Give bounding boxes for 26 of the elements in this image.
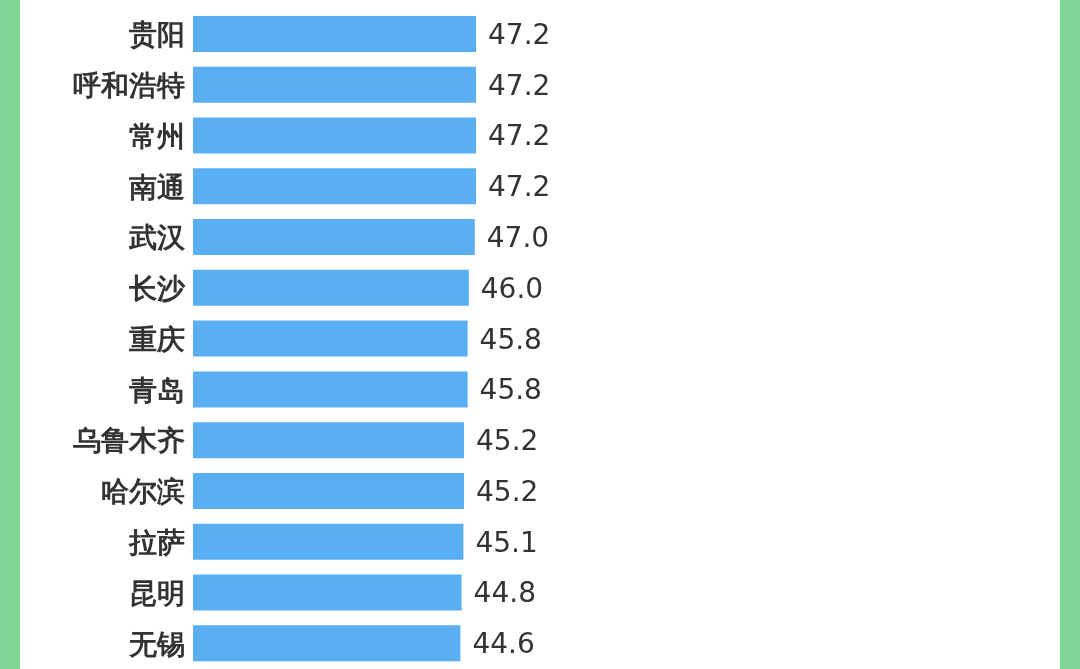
- data-label: 45.2: [476, 474, 539, 508]
- y-tick-label: 青岛: [128, 373, 185, 407]
- data-label: 45.1: [475, 525, 538, 559]
- y-tick-label: 呼和浩特: [73, 69, 185, 103]
- y-tick-label: 贵阳: [128, 18, 185, 52]
- y-tick-label: 常州: [129, 119, 185, 153]
- data-label: 47.0: [486, 221, 550, 255]
- data-label: 47.2: [488, 170, 551, 204]
- y-tick-label: 乌鲁木齐: [72, 424, 185, 458]
- data-label: 45.2: [476, 424, 539, 458]
- y-tick-label: 重庆: [128, 322, 185, 356]
- data-label: 44.8: [473, 576, 536, 610]
- y-tick-label: 拉萨: [128, 526, 185, 560]
- data-label: 46.0: [480, 271, 544, 305]
- y-tick-label: 无锡: [128, 627, 185, 661]
- y-tick-label: 长沙: [128, 272, 186, 306]
- y-tick-label: 哈尔滨: [101, 475, 185, 509]
- y-tick-label: 南通: [128, 170, 185, 204]
- data-label: 47.2: [488, 17, 551, 51]
- y-tick-label: 昆明: [129, 576, 185, 610]
- data-label: 45.8: [479, 322, 542, 356]
- data-label: 47.2: [488, 68, 551, 102]
- data-label: 45.8: [479, 373, 542, 407]
- data-label: 44.6: [472, 627, 535, 661]
- data-label: 47.2: [488, 119, 551, 153]
- y-tick-label: 武汉: [128, 221, 186, 255]
